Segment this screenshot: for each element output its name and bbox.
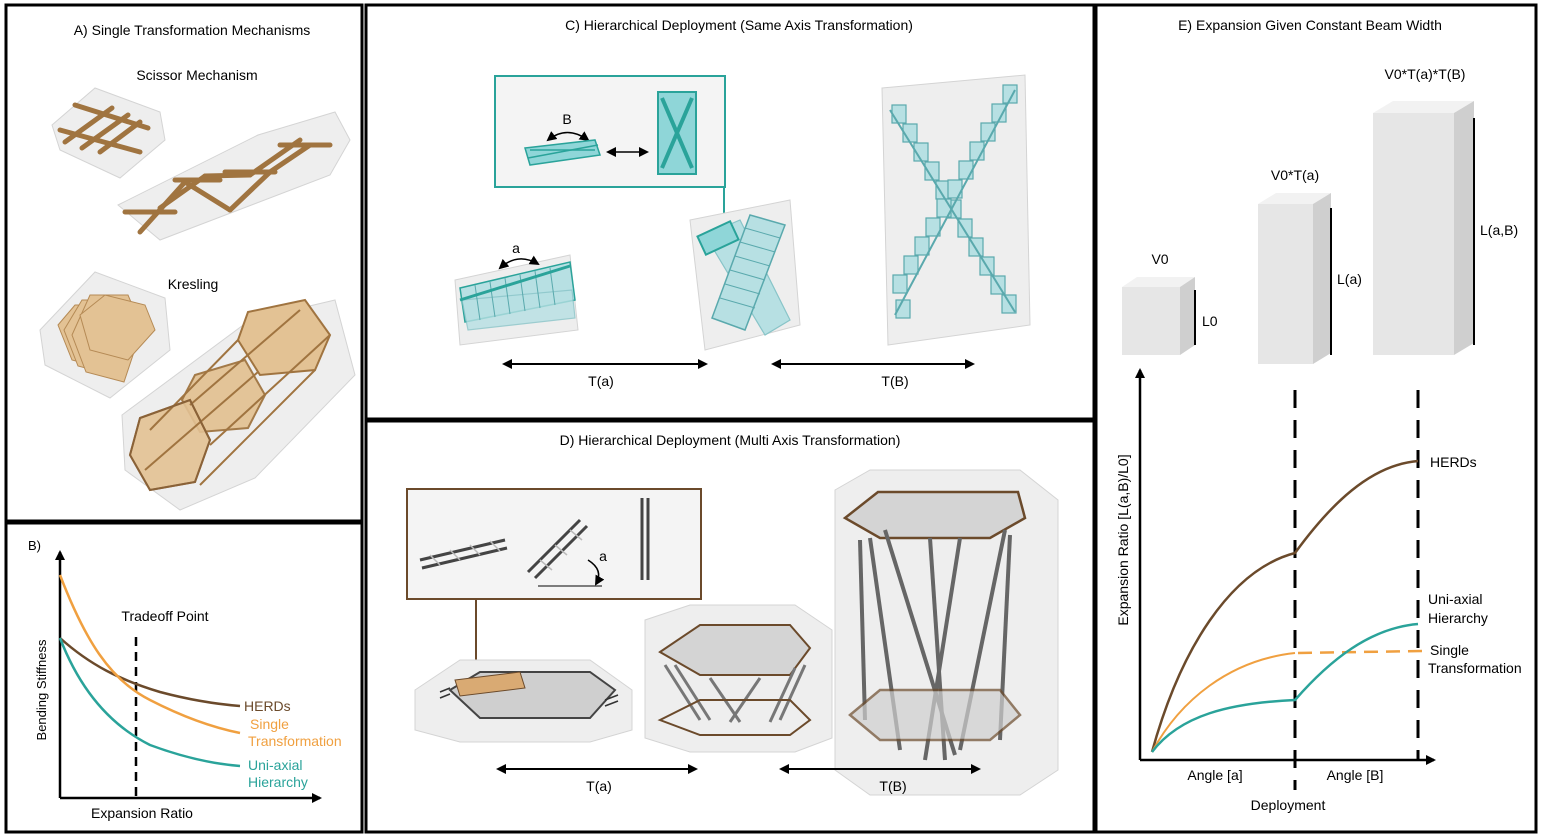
panel-a-title: A) Single Transformation Mechanisms — [74, 22, 311, 38]
uniaxial-e-curve — [1151, 622, 1419, 753]
kresling-expanded — [121, 298, 356, 511]
y-axis-label: Bending Stiffness — [34, 639, 49, 740]
panel-c-stage-3 — [881, 74, 1031, 346]
box-v0ta — [1258, 193, 1332, 364]
kresling-label: Kresling — [168, 276, 219, 292]
herds-curve — [59, 637, 241, 708]
legend-single-2: Transformation — [248, 733, 342, 749]
panel-e-frame — [1094, 3, 1538, 834]
panel-c-title: C) Hierarchical Deployment (Same Axis Tr… — [565, 17, 913, 33]
v0-label: V0 — [1151, 251, 1168, 267]
legend-uni-2: Hierarchy — [248, 774, 308, 790]
panel-e-y-axis-label: Expansion Ratio [L(a,B)/L0] — [1115, 454, 1131, 625]
panel-d-inset: a — [406, 488, 702, 676]
single-e-dashed — [1297, 649, 1423, 655]
lab-label: L(a,B) — [1480, 222, 1518, 238]
uniaxial-curve — [58, 637, 241, 768]
panel-c-inset: B — [494, 75, 726, 222]
panel-e-title: E) Expansion Given Constant Beam Width — [1178, 17, 1442, 33]
scissor-mechanism-expanded — [117, 111, 351, 241]
panel-d-arrow-t-a-label: T(a) — [586, 778, 612, 794]
panel-d-stage-3 — [834, 469, 1059, 796]
single-curve — [58, 574, 241, 735]
panel-c: C) Hierarchical Deployment (Same Axis Tr… — [364, 3, 1096, 421]
panel-d-arrow-t-b-label: T(B) — [879, 778, 906, 794]
panel-c-frame — [364, 3, 1096, 421]
box-v0tatb — [1373, 101, 1475, 355]
e-legend-uni-1: Uni-axial — [1428, 591, 1482, 607]
panel-a-frame — [4, 3, 364, 523]
scissor-label: Scissor Mechanism — [136, 67, 257, 83]
legend-herds: HERDs — [244, 698, 291, 714]
panel-d: D) Hierarchical Deployment (Multi Axis T… — [364, 419, 1096, 834]
arrow-t-b-label: T(B) — [881, 373, 908, 389]
l0-label: L0 — [1202, 313, 1218, 329]
panel-b-frame — [4, 521, 364, 834]
legend-uni-1: Uni-axial — [248, 757, 302, 773]
la-label: L(a) — [1337, 271, 1362, 287]
legend-single-1: Single — [250, 716, 289, 732]
angle-a-axis-label: Angle [a] — [1187, 767, 1242, 783]
panel-d-angle-a-label: a — [599, 548, 607, 564]
panel-d-title: D) Hierarchical Deployment (Multi Axis T… — [560, 432, 901, 448]
angle-b-label: B — [562, 111, 571, 127]
panel-c-stage-1: a — [454, 240, 579, 346]
kresling-compact — [39, 271, 171, 399]
e-legend-single-2: Transformation — [1428, 660, 1522, 676]
panel-c-stage-2 — [689, 199, 801, 351]
panel-e-x-axis-label: Deployment — [1251, 797, 1326, 813]
panel-d-stage-1 — [414, 659, 633, 743]
scissor-mechanism-compact — [51, 87, 166, 179]
angle-a-label: a — [512, 240, 520, 256]
e-legend-uni-2: Hierarchy — [1428, 610, 1488, 626]
v0ta-label: V0*T(a) — [1271, 167, 1319, 183]
x-axis-label: Expansion Ratio — [91, 805, 193, 821]
panel-e: E) Expansion Given Constant Beam Width V… — [1094, 3, 1538, 834]
panel-b-label: B) — [28, 538, 41, 553]
e-legend-single-1: Single — [1430, 642, 1469, 658]
panel-d-stage-2 — [644, 604, 833, 753]
e-legend-herds: HERDs — [1430, 454, 1477, 470]
herds-e-curve — [1150, 459, 1419, 753]
angle-b-axis-label: Angle [B] — [1327, 767, 1384, 783]
single-e-curve — [1151, 652, 1296, 753]
tradeoff-label: Tradeoff Point — [121, 608, 208, 624]
v0tatb-label: V0*T(a)*T(B) — [1385, 66, 1466, 82]
panel-a: A) Single Transformation Mechanisms Scis… — [4, 3, 364, 523]
cube-v0 — [1122, 277, 1196, 355]
arrow-t-a-label: T(a) — [588, 373, 614, 389]
panel-b: B) Tradeoff Point Bending Stiffness Expa… — [4, 521, 364, 834]
panel-d-frame — [364, 419, 1096, 834]
